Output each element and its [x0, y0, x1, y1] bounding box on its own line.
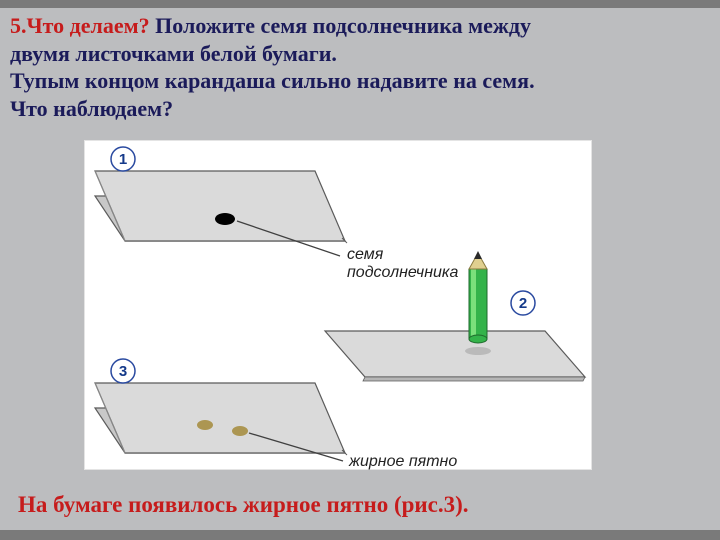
step2-number: 2 — [519, 295, 527, 312]
step1-number: 1 — [119, 151, 127, 168]
slide-content: 5.Что делаем? Положите семя подсолнечник… — [0, 8, 720, 530]
step1-group — [95, 171, 347, 256]
bottom-border-bar — [0, 530, 720, 540]
heading-line-1-rest: Положите семя подсолнечника между — [150, 13, 531, 38]
pencil-icon — [465, 251, 491, 355]
experiment-diagram: 1 семя подсолнечника — [85, 141, 593, 471]
top-border-bar — [0, 0, 720, 8]
step1-bubble: 1 — [111, 147, 135, 171]
step3-group — [95, 383, 347, 461]
heading-line-1: 5.Что делаем? Положите семя подсолнечник… — [10, 12, 710, 40]
seed-label-line1: семя — [347, 246, 384, 263]
seed-label-line2: подсолнечника — [347, 264, 458, 281]
step-label: 5.Что делаем? — [10, 13, 150, 38]
step3-number: 3 — [119, 363, 127, 380]
step2-bubble: 2 — [511, 291, 535, 315]
diagram-container: 1 семя подсолнечника — [84, 140, 592, 470]
step3-bubble: 3 — [111, 359, 135, 383]
heading-block: 5.Что делаем? Положите семя подсолнечник… — [10, 12, 710, 122]
result-text: На бумаге появилось жирное пятно (рис.3)… — [10, 492, 710, 518]
heading-line-4: Что наблюдаем? — [10, 95, 710, 123]
heading-line-3: Тупым концом карандаша сильно надавите н… — [10, 67, 710, 95]
grease-label: жирное пятно — [348, 453, 457, 470]
heading-line-2: двумя листочками белой бумаги. — [10, 40, 710, 68]
